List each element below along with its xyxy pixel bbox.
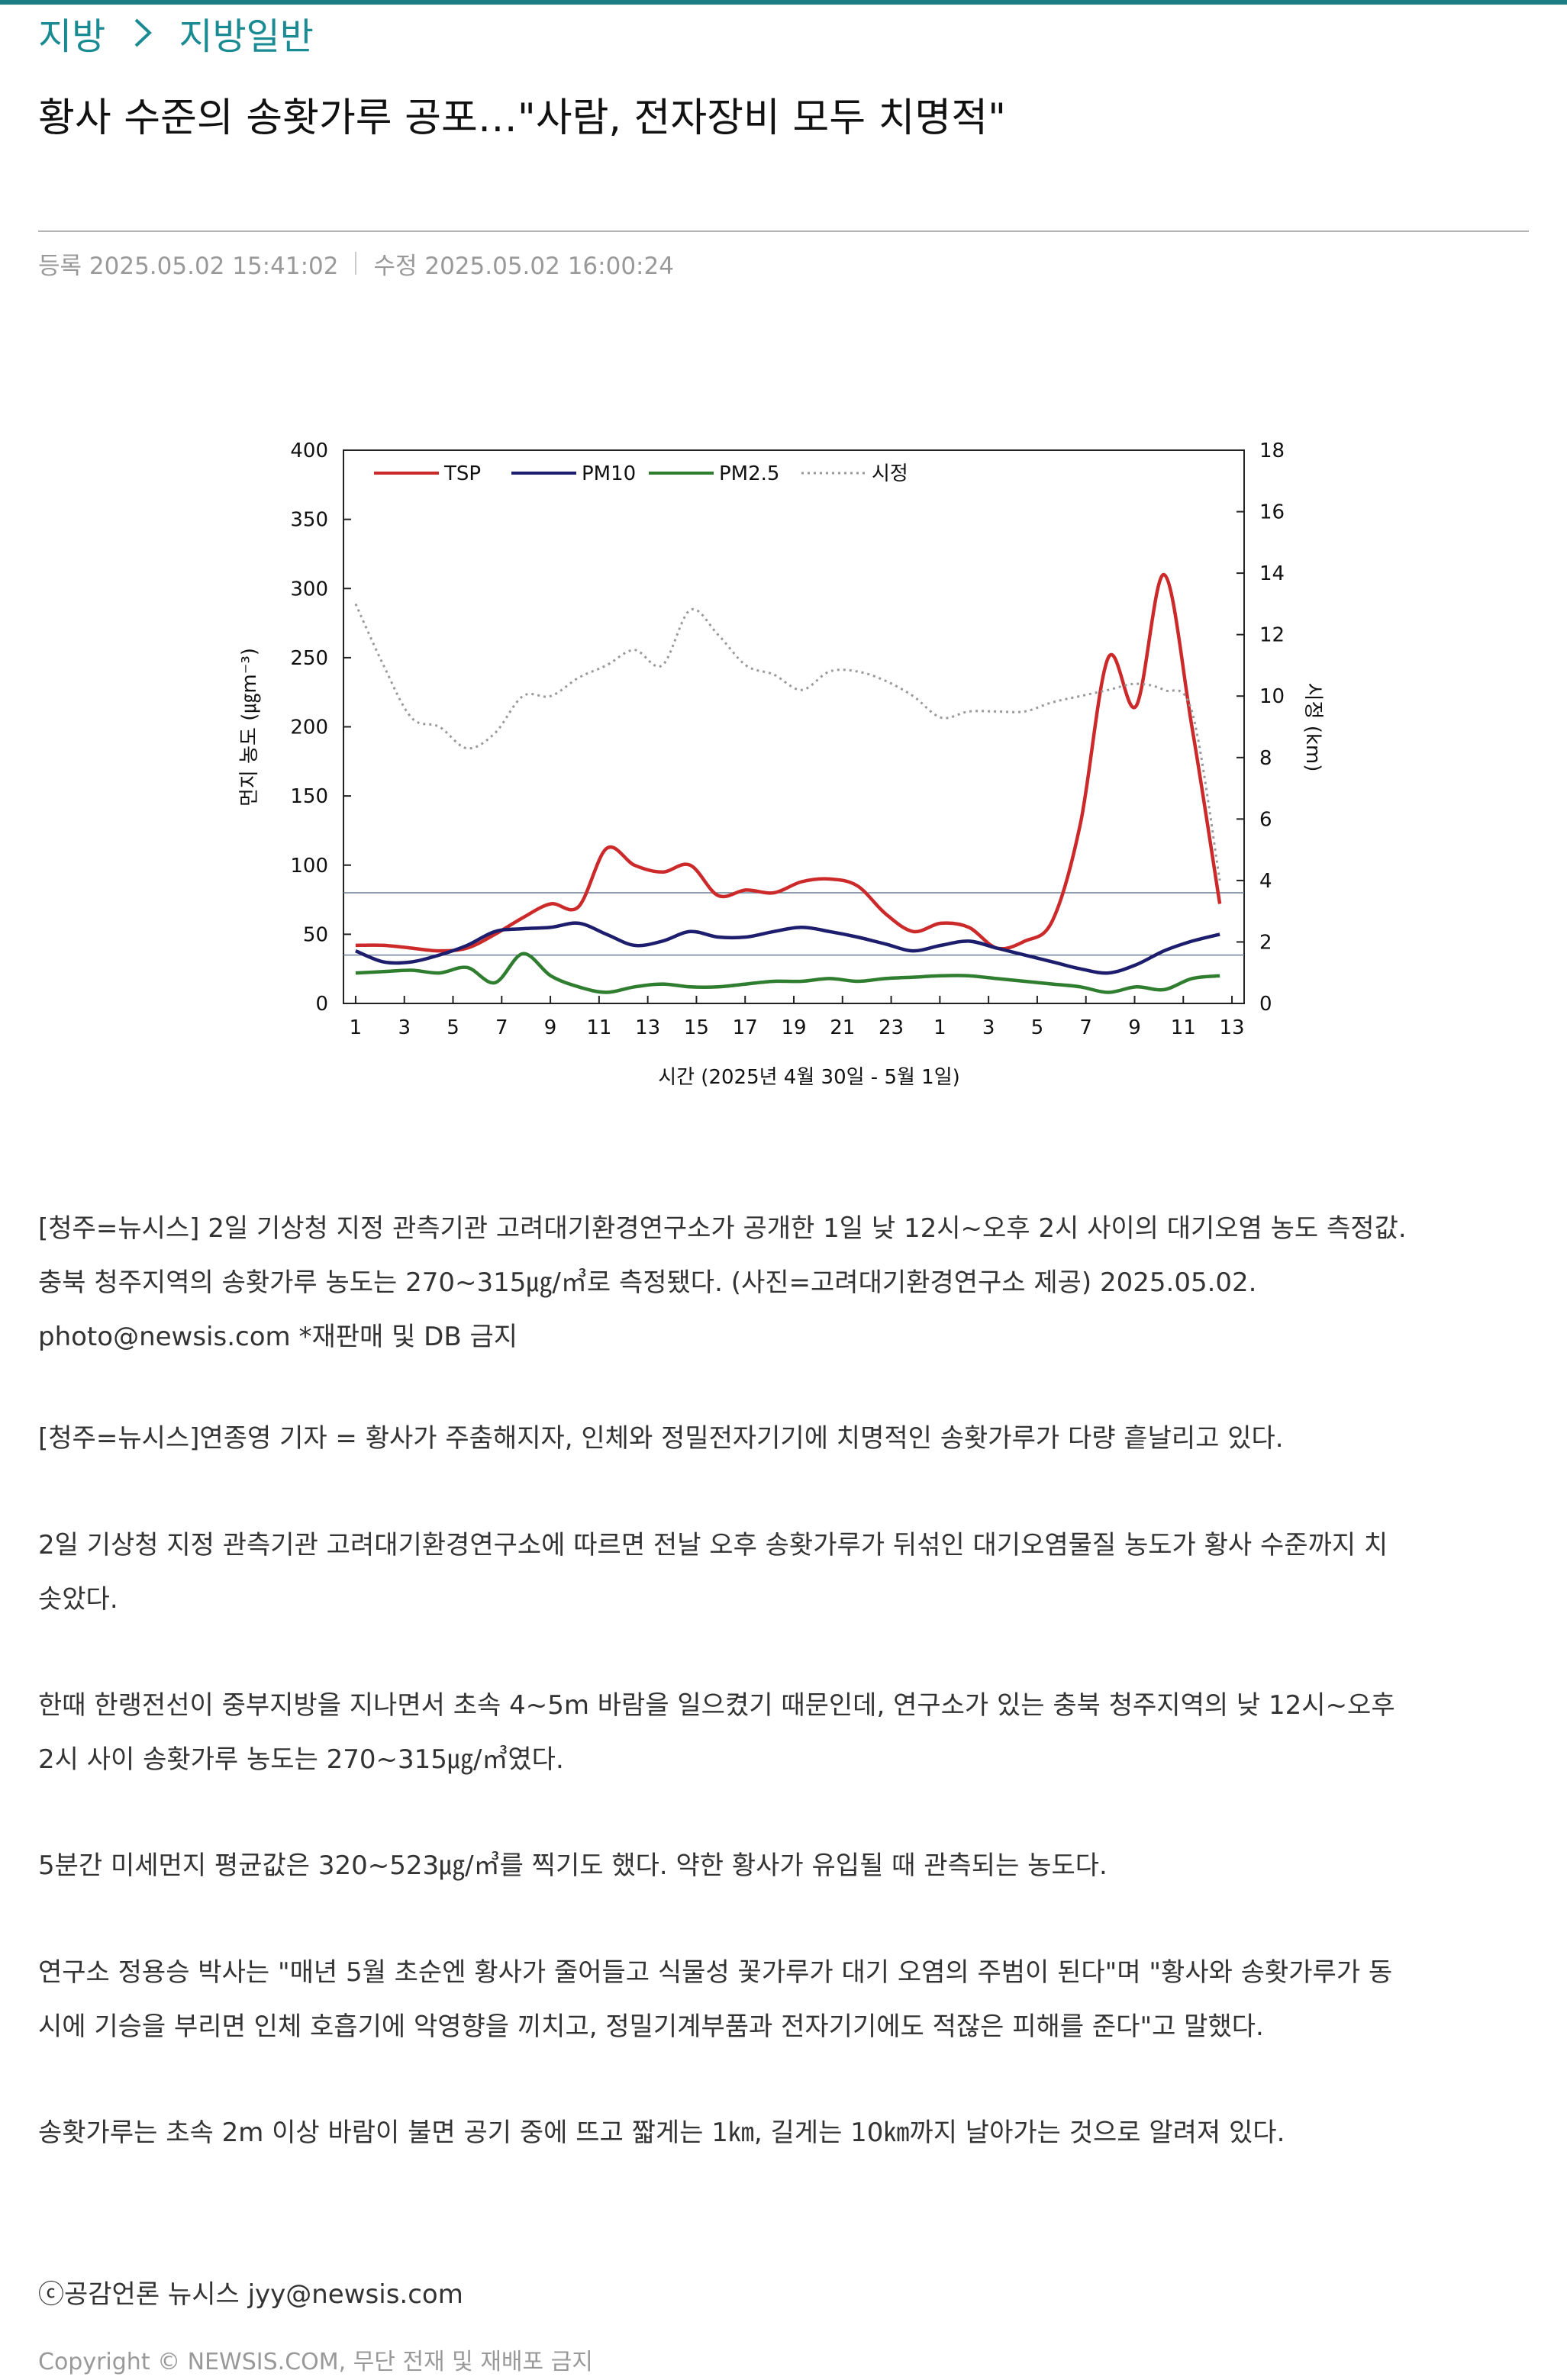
- article-paragraph: [청주=뉴시스]연종영 기자 = 황사가 주춤해지자, 인체와 정밀전자기기에 …: [38, 1412, 1529, 1466]
- visibility-line: [354, 603, 1221, 881]
- x-tick-label: 1: [933, 1016, 946, 1039]
- paragraph-line: 충북 청주지역의 송홧가루 농도는 270~315㎍/㎥로 측정됐다. (사진=…: [38, 1267, 1257, 1298]
- legend-label: PM10: [582, 462, 636, 485]
- x-tick-label: 13: [635, 1016, 660, 1039]
- y-tick-label: 350: [290, 509, 328, 532]
- top-accent-rule: [0, 0, 1567, 5]
- chart-legend: TSP PM10 PM2.5 시정: [374, 462, 908, 485]
- chart-xlabel: 시간 (2025년 4월 30일 - 5월 1일): [658, 1066, 960, 1089]
- chart-y2label: 시정 (km): [1301, 683, 1324, 772]
- y2-tick-label: 14: [1259, 562, 1285, 585]
- x-tick-label: 7: [495, 1016, 508, 1039]
- headline-divider: [38, 230, 1529, 232]
- y2-tick-label: 6: [1259, 808, 1272, 831]
- article-signature: ⓒ공감언론 뉴시스 jyy@newsis.com: [38, 2279, 463, 2310]
- legend-label: 시정: [872, 462, 908, 485]
- article-paragraph: [청주=뉴시스] 2일 기상청 지정 관측기관 고려대기환경연구소가 공개한 1…: [38, 1202, 1529, 1364]
- y2-tick-label: 8: [1259, 747, 1272, 770]
- x-tick-label: 7: [1079, 1016, 1092, 1039]
- y2-tick-label: 16: [1259, 501, 1285, 524]
- x-tick-label: 1: [350, 1016, 363, 1039]
- paragraph-line: 2시 사이 송홧가루 농도는 270~315㎍/㎥였다.: [38, 1744, 564, 1775]
- y2-tick-label: 18: [1259, 440, 1285, 462]
- modified-timestamp: 수정 2025.05.02 16:00:24: [373, 252, 674, 280]
- x-tick-label: 11: [586, 1016, 611, 1039]
- pollution-chart: 0 50 100 150 200 250 300 350 400 0 2 4 6 8 10 12 14 16 18…: [238, 440, 1324, 1089]
- article-paragraph: 5분간 미세먼지 평균값은 320~523㎍/㎥를 찍기도 했다. 약한 황사가…: [38, 1839, 1529, 1893]
- paragraph-line: [청주=뉴시스]연종영 기자 = 황사가 주춤해지자, 인체와 정밀전자기기에 …: [38, 1423, 1284, 1454]
- breadcrumb: 지방 지방일반: [38, 6, 314, 60]
- paragraph-line: 2일 기상청 지정 관측기관 고려대기환경연구소에 따르면 전날 오후 송홧가루…: [38, 1530, 1388, 1560]
- y2-tick-label: 4: [1259, 870, 1272, 893]
- y-tick-label: 0: [315, 993, 328, 1016]
- plot-frame: [343, 449, 1245, 1004]
- y-tick-label: 300: [290, 578, 328, 601]
- x-tick-label: 9: [1128, 1016, 1141, 1039]
- x-tick-label: 23: [879, 1016, 904, 1039]
- paragraph-line: 솟았다.: [38, 1584, 118, 1615]
- y-tick-label: 400: [290, 440, 328, 462]
- y-tick-label: 200: [290, 717, 328, 739]
- x-tick-label: 11: [1171, 1016, 1196, 1039]
- breadcrumb-section-link[interactable]: 지방: [38, 15, 106, 58]
- y-tick-label: 150: [290, 785, 328, 808]
- legend-label: PM2.5: [719, 462, 779, 485]
- article-headline: 황사 수준의 송홧가루 공포…"사람, 전자장비 모두 치명적": [38, 95, 1007, 141]
- x-tick-label: 3: [398, 1016, 411, 1039]
- paragraph-line: 송홧가루는 초속 2m 이상 바람이 불면 공기 중에 뜨고 짧게는 1㎞, 길…: [38, 2118, 1285, 2148]
- x-tick-label: 9: [544, 1016, 557, 1039]
- tsp-line: [355, 572, 1222, 953]
- article-paragraph: 한때 한랭전선이 중부지방을 지나면서 초속 4~5m 바람을 일으켰기 때문인…: [38, 1679, 1529, 1787]
- paragraph-line: 한때 한랭전선이 중부지방을 지나면서 초속 4~5m 바람을 일으켰기 때문인…: [38, 1690, 1395, 1721]
- paragraph-line: photo@newsis.com *재판매 및 DB 금지: [38, 1322, 518, 1352]
- article-meta: 등록 2025.05.02 15:41:02 수정 2025.05.02 16:…: [38, 244, 674, 282]
- chevron-right-icon: [134, 18, 153, 47]
- article-paragraph: 2일 기상청 지정 관측기관 고려대기환경연구소에 따르면 전날 오후 송홧가루…: [38, 1518, 1529, 1627]
- y-tick-label: 50: [303, 923, 328, 946]
- x-tick-label: 17: [733, 1016, 758, 1039]
- legend-label: TSP: [443, 462, 481, 485]
- x-tick-label: 13: [1220, 1016, 1245, 1039]
- x-tick-label: 5: [1031, 1016, 1044, 1039]
- x-tick-label: 5: [447, 1016, 459, 1039]
- y-tick-label: 100: [290, 855, 328, 878]
- x-tick-label: 3: [982, 1016, 995, 1039]
- y2-tick-label: 2: [1259, 931, 1272, 954]
- meta-divider: [355, 252, 357, 275]
- chart-ylabel: 먼지 농도 (㎍m⁻³): [238, 648, 261, 807]
- pm10-line: [355, 921, 1220, 975]
- x-tick-label: 21: [830, 1016, 855, 1039]
- paragraph-line: [청주=뉴시스] 2일 기상청 지정 관측기관 고려대기환경연구소가 공개한 1…: [38, 1213, 1407, 1244]
- article-paragraph: 송홧가루는 초속 2m 이상 바람이 불면 공기 중에 뜨고 짧게는 1㎞, 길…: [38, 2106, 1529, 2160]
- y2-tick-label: 0: [1259, 993, 1272, 1016]
- paragraph-line: 시에 기승을 부리면 인체 호흡기에 악영향을 끼치고, 정밀기계부품과 전자기…: [38, 2011, 1264, 2042]
- paragraph-line: 5분간 미세먼지 평균값은 320~523㎍/㎥를 찍기도 했다. 약한 황사가…: [38, 1850, 1108, 1881]
- y2-tick-label: 12: [1259, 624, 1285, 647]
- paragraph-line: 연구소 정용승 박사는 "매년 5월 초순엔 황사가 줄어들고 식물성 꽃가루가…: [38, 1957, 1393, 1988]
- x-tick-label: 15: [684, 1016, 709, 1039]
- y2-tick-label: 10: [1259, 685, 1285, 708]
- article-paragraph: 연구소 정용승 박사는 "매년 5월 초순엔 황사가 줄어들고 식물성 꽃가루가…: [38, 1946, 1529, 2054]
- copyright-notice: Copyright © NEWSIS.COM, 무단 전재 및 재배포 금지: [38, 2349, 593, 2375]
- x-tick-label: 19: [781, 1016, 806, 1039]
- y-tick-label: 250: [290, 647, 328, 670]
- registered-timestamp: 등록 2025.05.02 15:41:02: [38, 252, 339, 280]
- pm25-line: [355, 952, 1220, 994]
- breadcrumb-subsection-link[interactable]: 지방일반: [179, 15, 314, 58]
